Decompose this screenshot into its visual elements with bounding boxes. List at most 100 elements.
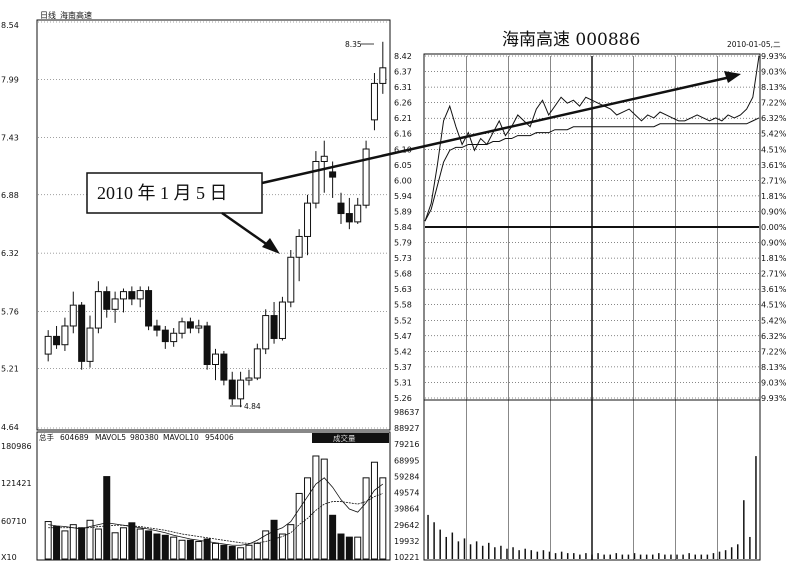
annotation-callout: 2010 年 1 月 5 日 bbox=[86, 71, 741, 254]
volume-bar bbox=[329, 514, 337, 560]
intraday-price-tick: 5.52 bbox=[394, 316, 412, 325]
intraday-vol-tick: 29642 bbox=[394, 521, 419, 530]
annotation-arrowhead-candle bbox=[262, 238, 280, 254]
candle-body bbox=[161, 329, 169, 343]
candle-body bbox=[304, 202, 312, 237]
volume-bar bbox=[86, 519, 94, 560]
volume-bars bbox=[44, 455, 387, 560]
vol-indicator-0-value: 604689 bbox=[60, 433, 89, 442]
intraday-price-tick: 5.58 bbox=[394, 301, 412, 310]
candle-body bbox=[69, 304, 77, 327]
volume-bar bbox=[253, 542, 261, 560]
kline-candles bbox=[44, 41, 387, 408]
intraday-price-tick: 5.26 bbox=[394, 394, 412, 403]
intraday-vol-tick: 79216 bbox=[394, 440, 419, 449]
volume-bar bbox=[61, 530, 69, 560]
candle-body bbox=[312, 160, 320, 204]
candle-body bbox=[245, 377, 253, 381]
candle-body bbox=[44, 335, 52, 355]
volume-button-label: 成交量 bbox=[333, 433, 356, 443]
intraday-vol-tick: 59284 bbox=[394, 472, 419, 481]
volume-bar bbox=[69, 524, 77, 560]
volume-bar bbox=[270, 519, 278, 560]
candle-body bbox=[345, 213, 353, 223]
candle-body bbox=[212, 353, 219, 365]
intraday-pct-tick: 9.03% bbox=[761, 68, 787, 77]
volume-frame bbox=[36, 431, 391, 561]
candle-body bbox=[119, 291, 127, 300]
kline-y-ticks: 8.54 7.99 7.43 6.88 6.32 5.76 5.21 4.64 bbox=[1, 21, 19, 432]
annotation-arrowhead-intraday bbox=[724, 71, 741, 83]
volume-y-tick: 180986 bbox=[1, 442, 32, 451]
candle-body bbox=[153, 325, 161, 331]
volume-bar bbox=[228, 546, 236, 560]
intraday-vol-tick: 19932 bbox=[394, 537, 419, 546]
daily-volume-panel: 总手 604689 MAVOL5 980380 MAVOL10 954006 成… bbox=[1, 431, 391, 562]
annotation-text: 2010 年 1 月 5 日 bbox=[97, 183, 228, 203]
intraday-price-tick: 6.37 bbox=[394, 68, 412, 77]
intraday-price-tick: 6.31 bbox=[394, 83, 412, 92]
candle-body bbox=[320, 155, 328, 162]
candle-body bbox=[228, 379, 236, 400]
intraday-pct-tick: 6.32% bbox=[761, 332, 787, 341]
intraday-vol-tick: 10221 bbox=[394, 553, 419, 562]
candle-body bbox=[287, 256, 295, 303]
intraday-vol-bars bbox=[427, 456, 757, 559]
intraday-pct-tick: 2.71% bbox=[761, 270, 787, 279]
kline-frame bbox=[36, 19, 391, 431]
vol-indicator-2-name: MAVOL10 bbox=[163, 433, 199, 442]
volume-bar bbox=[370, 461, 378, 560]
candle-body bbox=[86, 327, 94, 362]
volume-bar bbox=[136, 528, 144, 560]
volume-button[interactable] bbox=[312, 433, 389, 443]
intraday-pct-tick: 9.93% bbox=[761, 52, 787, 61]
volume-bar bbox=[220, 544, 228, 560]
volume-bar bbox=[195, 541, 203, 560]
intraday-price-tick: 5.42 bbox=[394, 347, 412, 356]
candle-body bbox=[128, 291, 136, 300]
intraday-price-tick: 5.47 bbox=[394, 332, 412, 341]
candle-body bbox=[111, 298, 119, 310]
candle-body bbox=[295, 235, 303, 258]
kline-y-tick: 7.99 bbox=[1, 75, 19, 84]
candle-body bbox=[278, 301, 286, 339]
intraday-pct-tick: 0.00% bbox=[761, 223, 787, 232]
intraday-price-tick: 5.73 bbox=[394, 254, 412, 263]
intraday-price-tick: 5.89 bbox=[394, 207, 412, 216]
intraday-vol-frame bbox=[423, 399, 761, 561]
daily-kline-panel: 日线 海南高速 8.54 7.99 7.43 6.88 6.32 5.76 5.21 4.64… bbox=[1, 10, 391, 432]
candle-body bbox=[195, 325, 203, 329]
intraday-avg-line bbox=[424, 117, 760, 222]
volume-bar bbox=[153, 533, 161, 560]
candle-body bbox=[262, 315, 270, 350]
candle-body bbox=[379, 67, 387, 84]
annotation-box bbox=[86, 172, 263, 214]
vol-indicator-1-value: 980380 bbox=[130, 433, 159, 442]
kline-y-tick: 6.32 bbox=[1, 249, 19, 258]
intraday-pct-tick: 1.81% bbox=[761, 254, 787, 263]
candle-body bbox=[370, 82, 378, 121]
intraday-vol-ticks: 98637 88927 79216 68995 59284 49574 39864 29642… bbox=[394, 408, 419, 562]
intraday-date: 2010-01-05,二 bbox=[727, 40, 781, 49]
intraday-vol-tick: 88927 bbox=[394, 424, 419, 433]
intraday-pct-tick: 7.22% bbox=[761, 347, 787, 356]
high-marker: 8.35 bbox=[345, 40, 362, 49]
volume-bar bbox=[245, 544, 253, 560]
volume-bar bbox=[145, 530, 153, 560]
volume-bar bbox=[78, 527, 86, 560]
volume-y-tick: X10 bbox=[1, 553, 17, 562]
mavol5-line bbox=[48, 477, 384, 546]
intraday-grid bbox=[425, 55, 759, 560]
intraday-pct-tick: 0.90% bbox=[761, 207, 787, 216]
candle-body bbox=[237, 379, 245, 400]
intraday-pct-tick: 4.51% bbox=[761, 301, 787, 310]
intraday-pct-tick: 3.61% bbox=[761, 161, 787, 170]
intraday-vol-tick: 98637 bbox=[394, 408, 419, 417]
kline-stock-name: 海南高速 bbox=[60, 10, 92, 20]
volume-bar bbox=[178, 539, 186, 560]
intraday-price-tick: 5.37 bbox=[394, 363, 412, 372]
volume-bar bbox=[53, 526, 61, 560]
mavol10-line bbox=[48, 493, 383, 544]
intraday-price-line bbox=[424, 55, 760, 222]
